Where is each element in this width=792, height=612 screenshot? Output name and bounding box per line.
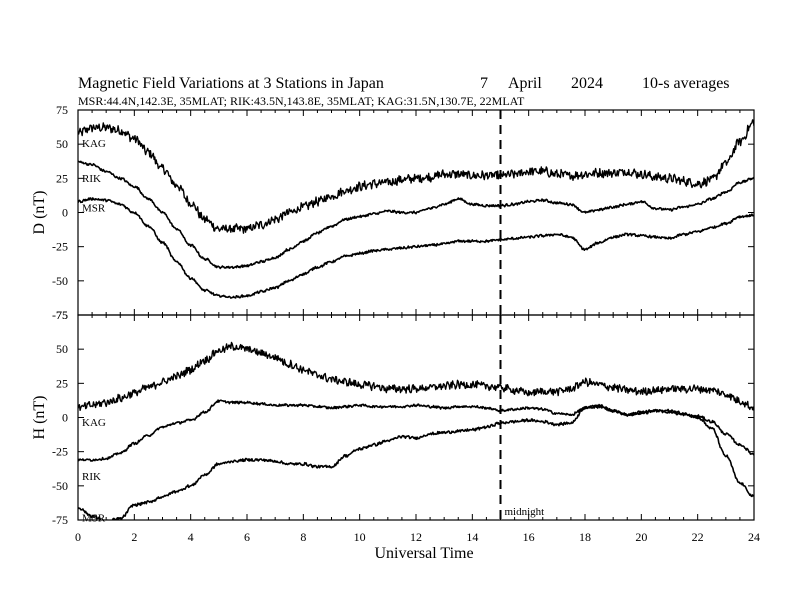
series-label-D-MSR: MSR xyxy=(82,203,106,215)
chart-averaging: 10-s averages xyxy=(642,75,730,92)
y-tick-label-D: 75 xyxy=(56,103,68,117)
y-tick-label-D: -50 xyxy=(52,274,68,288)
y-tick-label-D: 0 xyxy=(62,206,68,220)
x-tick-label: 0 xyxy=(75,530,81,544)
y-tick-label-D: 50 xyxy=(56,137,68,151)
x-tick-label: 10 xyxy=(354,530,366,544)
x-tick-label: 18 xyxy=(579,530,591,544)
x-tick-label: 20 xyxy=(635,530,647,544)
y-tick-label-H: -50 xyxy=(52,479,68,493)
y-tick-label-H: 50 xyxy=(56,342,68,356)
series-D-RIK xyxy=(78,160,754,270)
series-H-KAG xyxy=(78,341,754,411)
series-D-MSR xyxy=(78,197,754,299)
x-tick-label: 2 xyxy=(131,530,137,544)
chart-date-year: 2024 xyxy=(571,75,603,92)
panel-D: 75 50 25 0 -25 -50 -75 D (nT) KAG RIK MSR xyxy=(31,103,755,322)
series-label-H-MSR: MSR xyxy=(82,513,106,525)
chart-date-day: 7 xyxy=(480,75,488,92)
series-label-D-RIK: RIK xyxy=(82,173,101,185)
x-tick-label: 6 xyxy=(244,530,250,544)
panel-frame-H xyxy=(77,314,755,521)
panels-layer: 75 50 25 0 -25 -50 -75 D (nT) KAG RIK MSR 75 50 25 0 -2… xyxy=(31,103,755,527)
x-tick-label: 4 xyxy=(188,530,194,544)
y-tick-label-D: -25 xyxy=(52,240,68,254)
chart-title: Magnetic Field Variations at 3 Stations … xyxy=(78,75,384,92)
y-axis-label-H: H (nT) xyxy=(31,396,48,440)
series-label-H-RIK: RIK xyxy=(82,471,101,483)
x-axis: 0 2 4 6 8 10 12 14 16 18 20 22 24 xyxy=(75,530,760,544)
series-D-KAG xyxy=(78,119,754,234)
y-tick-label-D: -75 xyxy=(52,308,68,322)
x-tick-label: 16 xyxy=(523,530,535,544)
x-tick-label: 12 xyxy=(410,530,422,544)
series-label-H-KAG: KAG xyxy=(82,417,106,429)
x-tick-label: 24 xyxy=(748,530,760,544)
series-H-MSR xyxy=(78,404,754,520)
series-H-RIK xyxy=(78,399,754,462)
x-tick-label: 14 xyxy=(466,530,478,544)
series-label-D-KAG: KAG xyxy=(82,138,106,150)
y-axis-label-D: D (nT) xyxy=(31,191,48,235)
x-tick-label: 22 xyxy=(692,530,704,544)
stations-subtitle: MSR:44.4N,142.3E, 35MLAT; RIK:43.5N,143.… xyxy=(78,94,525,108)
x-axis-label: Universal Time xyxy=(374,545,473,562)
y-tick-label-H: 25 xyxy=(56,376,68,390)
y-tick-label-H: -75 xyxy=(52,513,68,527)
y-tick-label-H: -25 xyxy=(52,445,68,459)
y-tick-label-H: 75 xyxy=(56,308,68,322)
x-tick-label: 8 xyxy=(300,530,306,544)
chart-date-month: April xyxy=(508,75,542,92)
title-group: Magnetic Field Variations at 3 Stations … xyxy=(78,75,730,108)
y-tick-label-H: 0 xyxy=(62,411,68,425)
midnight-label: midnight xyxy=(505,506,545,518)
y-tick-label-D: 25 xyxy=(56,171,68,185)
panel-H: 75 50 25 0 -25 -50 -75 H (nT) KAG RIK MSR xyxy=(31,308,755,527)
